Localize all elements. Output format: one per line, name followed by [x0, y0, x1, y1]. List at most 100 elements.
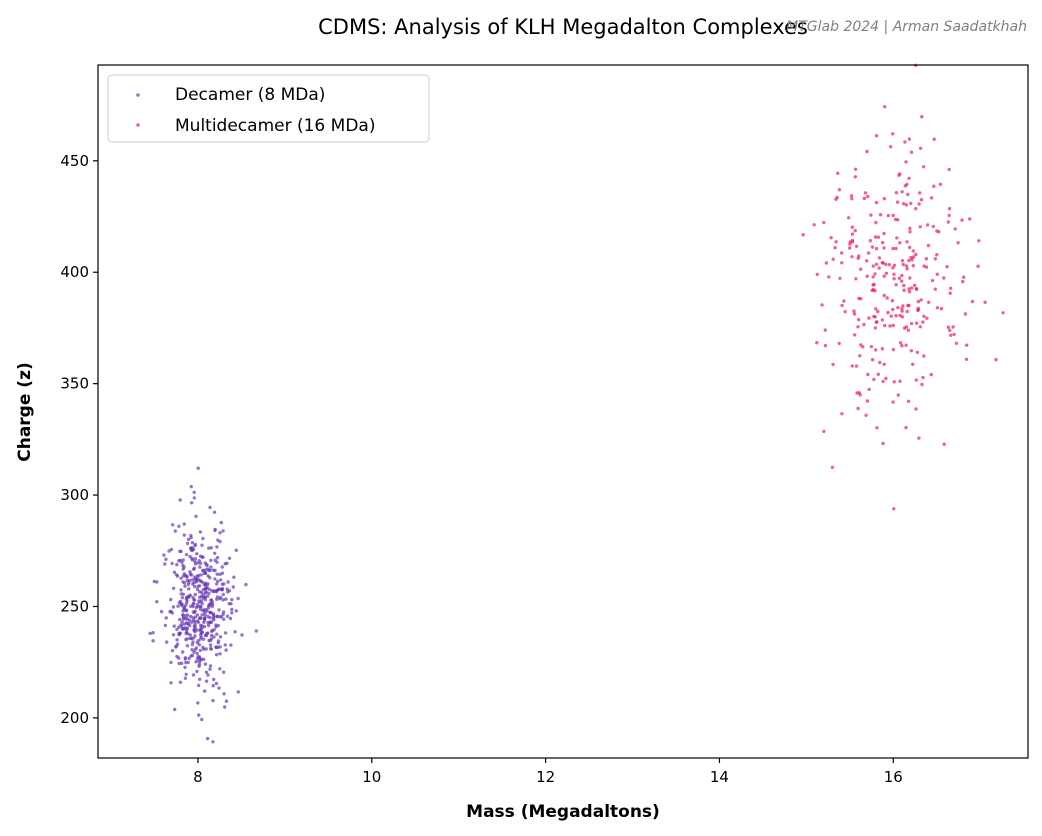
- decamer-point: [188, 570, 192, 574]
- decamer-point: [207, 568, 211, 573]
- decamer-point: [195, 587, 200, 592]
- decamer-point: [182, 522, 186, 526]
- decamer-point: [209, 620, 214, 624]
- decamer-point: [212, 677, 216, 682]
- decamer-point: [203, 662, 208, 666]
- decamer-point: [199, 657, 203, 661]
- points-layer: [148, 63, 1005, 744]
- decamer-point: [185, 613, 190, 617]
- decamer-point: [185, 575, 189, 579]
- multidecamer-point: [915, 350, 920, 355]
- multidecamer-point: [945, 265, 949, 269]
- multidecamer-point: [901, 304, 905, 308]
- multidecamer-point: [885, 296, 889, 300]
- decamer-point: [205, 736, 210, 741]
- decamer-point: [175, 638, 179, 642]
- multidecamer-point: [895, 236, 899, 240]
- decamer-point: [187, 656, 191, 661]
- multidecamer-point: [911, 249, 915, 253]
- decamer-point: [193, 544, 197, 548]
- decamer-point: [219, 578, 223, 582]
- multidecamer-point: [937, 230, 941, 234]
- multidecamer-point: [905, 240, 909, 244]
- multidecamer-point: [843, 310, 847, 314]
- multidecamer-point: [865, 259, 869, 263]
- decamer-point: [193, 615, 198, 619]
- multidecamer-point: [812, 223, 816, 227]
- decamer-point: [190, 546, 194, 550]
- legend-box: [107, 74, 430, 143]
- multidecamer-point: [939, 307, 944, 311]
- decamer-point: [234, 548, 238, 552]
- y-tick-label: 450: [60, 152, 89, 170]
- multidecamer-point: [909, 321, 914, 326]
- decamer-point: [193, 592, 197, 597]
- multidecamer-point: [948, 328, 952, 332]
- y-tick-label: 400: [60, 263, 89, 281]
- multidecamer-point: [888, 324, 892, 328]
- decamer-point: [254, 629, 258, 633]
- multidecamer-point: [961, 279, 965, 284]
- multidecamer-point: [888, 145, 893, 149]
- decamer-point: [208, 643, 213, 647]
- decamer-point: [218, 635, 223, 639]
- decamer-point: [217, 608, 221, 612]
- decamer-point: [190, 501, 194, 505]
- decamer-point: [225, 561, 229, 565]
- decamer-point: [224, 699, 229, 703]
- multidecamer-point: [877, 266, 881, 270]
- multidecamer-point: [862, 196, 866, 201]
- multidecamer-point: [919, 198, 924, 202]
- multidecamer-point: [914, 207, 918, 211]
- multidecamer-point: [894, 246, 898, 251]
- multidecamer-point: [867, 387, 871, 392]
- multidecamer-point: [872, 282, 876, 287]
- multidecamer-point: [820, 303, 824, 307]
- multidecamer-point: [887, 263, 891, 267]
- decamer-point: [200, 594, 204, 599]
- decamer-point: [192, 601, 196, 606]
- decamer-point: [198, 565, 202, 569]
- multidecamer-point: [901, 202, 906, 206]
- decamer-point: [182, 606, 186, 610]
- multidecamer-point: [900, 279, 904, 283]
- decamer-point: [195, 552, 199, 556]
- decamer-point: [207, 603, 211, 607]
- decamer-point: [180, 620, 184, 624]
- y-tick-label: 200: [60, 709, 89, 727]
- decamer-point: [191, 673, 196, 677]
- multidecamer-point: [842, 299, 846, 303]
- decamer-point: [195, 619, 200, 623]
- multidecamer-point: [880, 261, 884, 265]
- decamer-point: [233, 630, 237, 634]
- decamer-point: [188, 623, 192, 628]
- decamer-point: [194, 577, 198, 581]
- multidecamer-point: [954, 341, 959, 345]
- decamer-point: [205, 631, 209, 636]
- multidecamer-point: [903, 140, 907, 144]
- multidecamer-point: [929, 372, 933, 377]
- multidecamer-point: [866, 251, 871, 255]
- multidecamer-point: [862, 322, 866, 327]
- decamer-point: [183, 665, 187, 670]
- multidecamer-point: [850, 255, 854, 259]
- decamer-point: [218, 572, 222, 576]
- decamer-point: [177, 633, 181, 637]
- multidecamer-point: [891, 400, 895, 404]
- decamer-point: [193, 557, 198, 561]
- multidecamer-point: [904, 325, 909, 329]
- multidecamer-point: [815, 272, 819, 277]
- multidecamer-point: [932, 137, 936, 141]
- multidecamer-point: [848, 246, 852, 250]
- decamer-point: [206, 574, 210, 578]
- decamer-point: [226, 580, 230, 584]
- decamer-point: [214, 653, 219, 657]
- decamer-point: [224, 648, 228, 652]
- watermark-credit: MTGlab 2024 | Arman Saadatkhah: [786, 19, 1027, 35]
- multidecamer-point: [873, 289, 877, 293]
- decamer-point: [215, 582, 219, 586]
- multidecamer-point: [994, 357, 998, 362]
- decamer-point: [205, 609, 209, 613]
- multidecamer-point: [892, 507, 896, 511]
- multidecamer-point: [983, 300, 987, 304]
